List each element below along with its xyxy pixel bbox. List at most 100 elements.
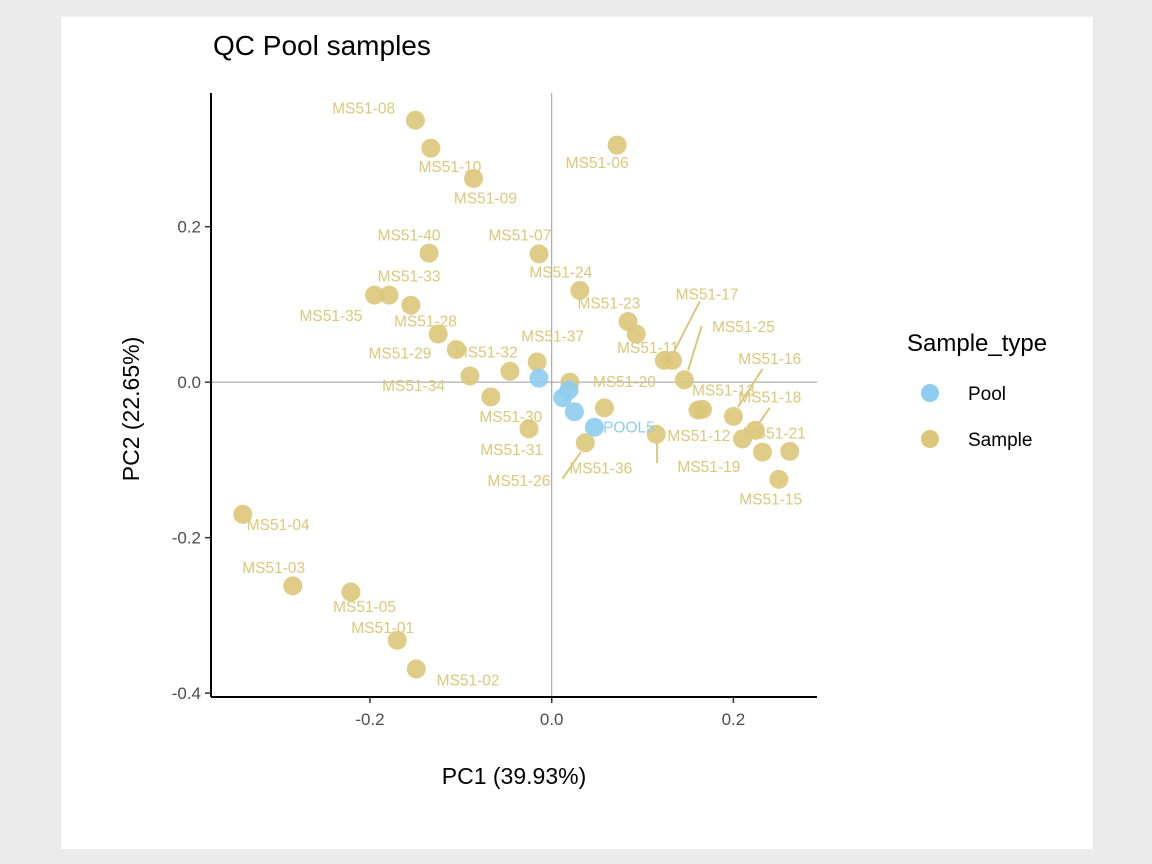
x-tick-label: 0.0 (540, 710, 564, 729)
point-label: MS51-21 (743, 425, 806, 442)
sample-point (607, 135, 627, 155)
pca-scatter-chart: QC Pool samples POOL5 MS51-08 MS51-10 MS51-… (118, 30, 1047, 789)
point-label: MS51-02 (437, 673, 500, 690)
sample-point (769, 469, 789, 489)
y-tick-label: 0.0 (177, 373, 201, 392)
sample-point (723, 406, 743, 426)
point-label: MS51-28 (394, 314, 457, 331)
sample-point (674, 370, 694, 390)
point-label: MS51-16 (738, 351, 801, 368)
y-tick-label: -0.2 (172, 529, 201, 548)
point-label: MS51-08 (332, 101, 395, 118)
point-label: MS51-33 (378, 268, 441, 285)
point-label: MS51-04 (247, 517, 310, 534)
x-axis-title: PC1 (39.93%) (442, 763, 586, 789)
point-label: MS51-20 (593, 374, 656, 391)
legend-title: Sample_type (907, 330, 1047, 357)
label-connector (673, 300, 701, 352)
point-label: MS51-30 (479, 409, 542, 426)
point-label: MS51-10 (418, 159, 481, 176)
sample-point (529, 244, 549, 264)
y-axis-title: PC2 (22.65%) (118, 337, 144, 481)
point-label: MS51-06 (566, 155, 629, 172)
y-tick-label: 0.2 (177, 218, 201, 237)
sample-point (379, 285, 399, 305)
pool-point (584, 417, 604, 437)
point-label: MS51-03 (242, 560, 305, 577)
sample-point (626, 324, 646, 344)
legend-key-sample (921, 430, 939, 448)
point-label: MS51-35 (299, 308, 362, 325)
point-label: MS51-07 (488, 227, 551, 244)
x-ticks: -0.2 0.0 0.2 (355, 697, 745, 729)
x-tick-label: -0.2 (355, 710, 384, 729)
label-connector (561, 451, 582, 480)
sample-point (646, 424, 666, 444)
y-ticks: -0.4 -0.2 0.0 0.2 (172, 218, 211, 703)
label-connector (737, 368, 764, 408)
point-label: MS51-13 (692, 383, 755, 400)
sample-point (575, 433, 595, 453)
label-connector (687, 325, 703, 371)
sample-point (233, 504, 253, 524)
pool-points (529, 368, 604, 437)
point-label: MS51-29 (369, 345, 432, 362)
point-label: MS51-31 (480, 442, 543, 459)
point-label: MS51-26 (488, 473, 551, 490)
point-label: MS51-19 (677, 459, 740, 476)
sample-point (401, 295, 421, 315)
sample-point (419, 243, 439, 263)
sample-point (594, 398, 614, 418)
sample-point (283, 576, 303, 596)
label-segments (561, 300, 771, 480)
legend-item-sample: Sample (921, 430, 1032, 451)
pool-point (529, 368, 549, 388)
label-connector (758, 407, 771, 424)
legend-label-sample: Sample (968, 430, 1032, 451)
point-label: MS51-11 (617, 340, 679, 357)
sample-point (745, 420, 765, 440)
sample-point (405, 110, 425, 130)
sample-point (464, 169, 484, 189)
point-label: MS51-25 (712, 319, 775, 336)
point-label: MS51-01 (351, 620, 414, 637)
sample-point (460, 366, 480, 386)
sample-point (387, 630, 407, 650)
point-label: MS51-36 (569, 460, 632, 477)
point-label: MS51-15 (739, 492, 802, 509)
point-label: MS51-40 (378, 227, 441, 244)
x-tick-label: 0.2 (722, 710, 746, 729)
sample-point (527, 352, 547, 372)
sample-point (519, 419, 539, 439)
legend-key-pool (921, 384, 939, 402)
point-label: MS51-12 (667, 428, 730, 445)
chart-title: QC Pool samples (213, 30, 431, 61)
point-label: MS51-17 (676, 286, 739, 303)
sample-point (570, 280, 590, 300)
point-label: MS51-18 (738, 390, 801, 407)
sample-point (341, 582, 361, 602)
point-label: MS51-05 (333, 599, 396, 616)
sample-point (446, 340, 466, 360)
sample-point (365, 285, 385, 305)
sample-point (500, 361, 520, 381)
sample-point (428, 324, 448, 344)
pool-point (559, 380, 579, 400)
point-label: MS51-24 (529, 265, 592, 282)
sample-point (780, 441, 800, 461)
legend-label-pool: Pool (968, 384, 1006, 405)
sample-point (752, 442, 772, 462)
sample-point (663, 350, 683, 370)
pool-point (564, 402, 584, 422)
point-label: MS51-34 (382, 378, 445, 395)
point-label: MS51-23 (577, 296, 640, 313)
sample-point (421, 138, 441, 158)
sample-point (481, 387, 501, 407)
sample-point (693, 399, 713, 419)
reference-lines (211, 93, 817, 697)
point-labels: POOL5 MS51-08 MS51-10 MS51-06 MS51-40 MS51-07… (242, 101, 806, 690)
axes: -0.2 0.0 0.2 -0.4 -0.2 0.0 0.2 (172, 93, 817, 729)
sample-point (406, 659, 426, 679)
point-label: MS51-32 (455, 345, 518, 362)
legend-item-pool: Pool (921, 384, 1006, 405)
